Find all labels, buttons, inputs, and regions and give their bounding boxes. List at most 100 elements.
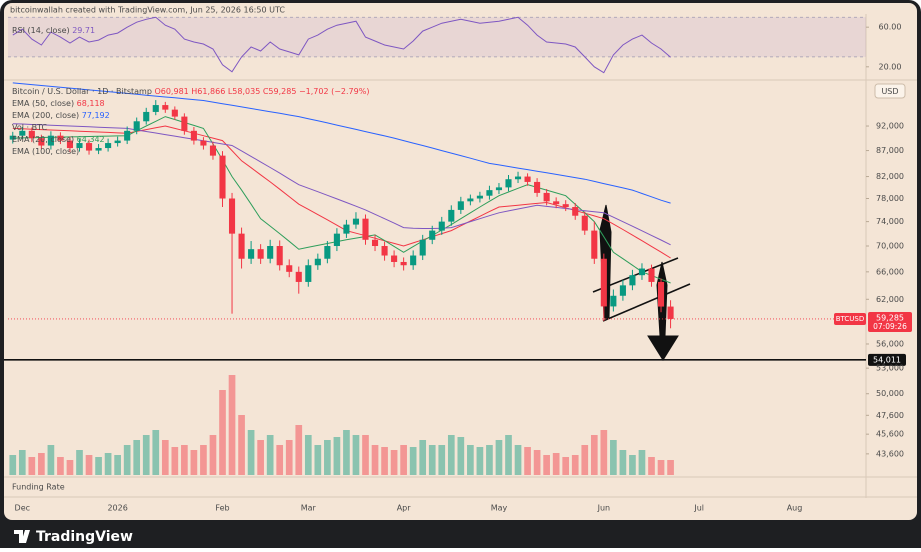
- candle-body: [543, 192, 550, 202]
- x-tick-label: 2026: [107, 504, 127, 513]
- price-tag-label: 59,285: [876, 313, 904, 322]
- legend-entry: EMA (20, close) 64,342: [12, 135, 105, 144]
- volume-bar: [543, 455, 550, 475]
- legend-text: 68,118: [77, 99, 105, 108]
- candle-body: [143, 111, 150, 122]
- volume-bar: [419, 440, 427, 475]
- candle-body: [209, 145, 217, 156]
- candle-body: [438, 221, 445, 231]
- countdown-label: 07:09:26: [873, 322, 907, 331]
- y-tick-label: 78,000: [876, 194, 904, 203]
- level-tag: [868, 353, 906, 366]
- candle-body: [248, 249, 255, 259]
- volume-bar: [76, 450, 83, 475]
- candle-body: [638, 268, 646, 276]
- legend-entry: EMA (200, close) 77,192: [12, 111, 110, 120]
- y-tick-label: 45,600: [876, 430, 904, 439]
- candle-body: [305, 265, 312, 282]
- candle-body: [371, 239, 379, 247]
- candle-body: [391, 255, 398, 262]
- volume-bar: [57, 457, 64, 475]
- volume-bar: [648, 457, 655, 475]
- y-tick-label: 62,000: [876, 295, 904, 304]
- volume-bar: [476, 447, 484, 475]
- y-tick-label: 60.00: [879, 23, 902, 32]
- candle-body: [276, 246, 283, 266]
- volume-bar: [209, 435, 217, 475]
- candle-body: [76, 143, 83, 149]
- chart-background: [4, 3, 917, 520]
- candle-body: [581, 215, 588, 231]
- volume-bar: [343, 430, 350, 475]
- volume-bar: [552, 453, 560, 475]
- annotation-channel: [602, 283, 691, 322]
- candle-body: [534, 181, 541, 193]
- candle-body: [600, 258, 607, 307]
- volume-bar: [524, 447, 531, 475]
- candle-body: [448, 209, 455, 222]
- volume-bar: [428, 445, 436, 475]
- volume-bar: [486, 445, 493, 475]
- legend-entry: EMA (50, close) 68,118: [12, 99, 105, 108]
- legend-text: 64,342: [77, 135, 105, 144]
- volume-bar: [247, 430, 255, 475]
- candle-body: [181, 116, 188, 131]
- candle-body: [505, 179, 512, 188]
- symbol-tag-label: BTCUSD: [836, 315, 865, 323]
- x-tick-label: Aug: [787, 504, 803, 513]
- ema-line: [12, 123, 671, 246]
- y-tick-label: 74,000: [876, 217, 904, 226]
- footer-brand: TradingView: [36, 529, 133, 545]
- plot-area: [9, 82, 674, 475]
- candle-body: [476, 195, 483, 199]
- volume-bar: [562, 457, 570, 475]
- volume-bar: [142, 435, 150, 475]
- candle-body: [190, 130, 197, 141]
- volume-bar: [238, 415, 245, 475]
- x-tick-label: Apr: [397, 504, 412, 513]
- volume-bar: [152, 430, 160, 475]
- header-credit: bitcoinwallah created with TradingView.c…: [10, 6, 285, 15]
- y-tick-label: 70,000: [876, 242, 904, 251]
- candle-body: [429, 230, 436, 240]
- price-tag: [868, 311, 912, 332]
- volume-bar: [266, 435, 274, 475]
- candle-body: [95, 148, 102, 151]
- candle-body: [324, 246, 331, 259]
- volume-bar: [95, 457, 102, 475]
- volume-bar: [457, 437, 465, 475]
- volume-bar: [362, 435, 369, 475]
- volume-bar: [66, 460, 74, 475]
- legend-text: RSI (14, close): [12, 26, 70, 35]
- candle-body: [295, 271, 302, 282]
- rsi-legend: RSI (14, close) 29.71: [12, 26, 95, 35]
- candle-body: [410, 255, 417, 266]
- x-tick-label: Mar: [301, 504, 317, 513]
- volume-bar: [276, 445, 284, 475]
- volume-bar: [171, 447, 179, 475]
- candle-body: [286, 265, 293, 272]
- volume-bar: [409, 447, 417, 475]
- legend-text: Vol · BTC: [12, 123, 48, 132]
- volume-bar: [390, 450, 398, 475]
- y-tick-label: 56,000: [876, 339, 904, 348]
- y-tick-label: 87,000: [876, 146, 904, 155]
- volume-bar: [228, 375, 236, 475]
- x-tick-label: Jul: [693, 504, 704, 513]
- candle-body: [314, 258, 321, 266]
- volume-bar: [133, 440, 141, 475]
- candle-body: [219, 155, 226, 199]
- legend-entry: Vol · BTC: [12, 123, 48, 132]
- volume-bar: [324, 440, 331, 475]
- candle-body: [343, 224, 350, 234]
- volume-bar: [505, 435, 512, 475]
- candle-body: [610, 295, 617, 307]
- volume-bar: [447, 435, 455, 475]
- volume-bar: [667, 460, 674, 475]
- legend-text: EMA (50, close): [12, 99, 74, 108]
- currency-box[interactable]: [874, 83, 906, 99]
- candle-body: [667, 306, 674, 319]
- candle-body: [514, 176, 522, 180]
- volume-bar: [114, 455, 121, 475]
